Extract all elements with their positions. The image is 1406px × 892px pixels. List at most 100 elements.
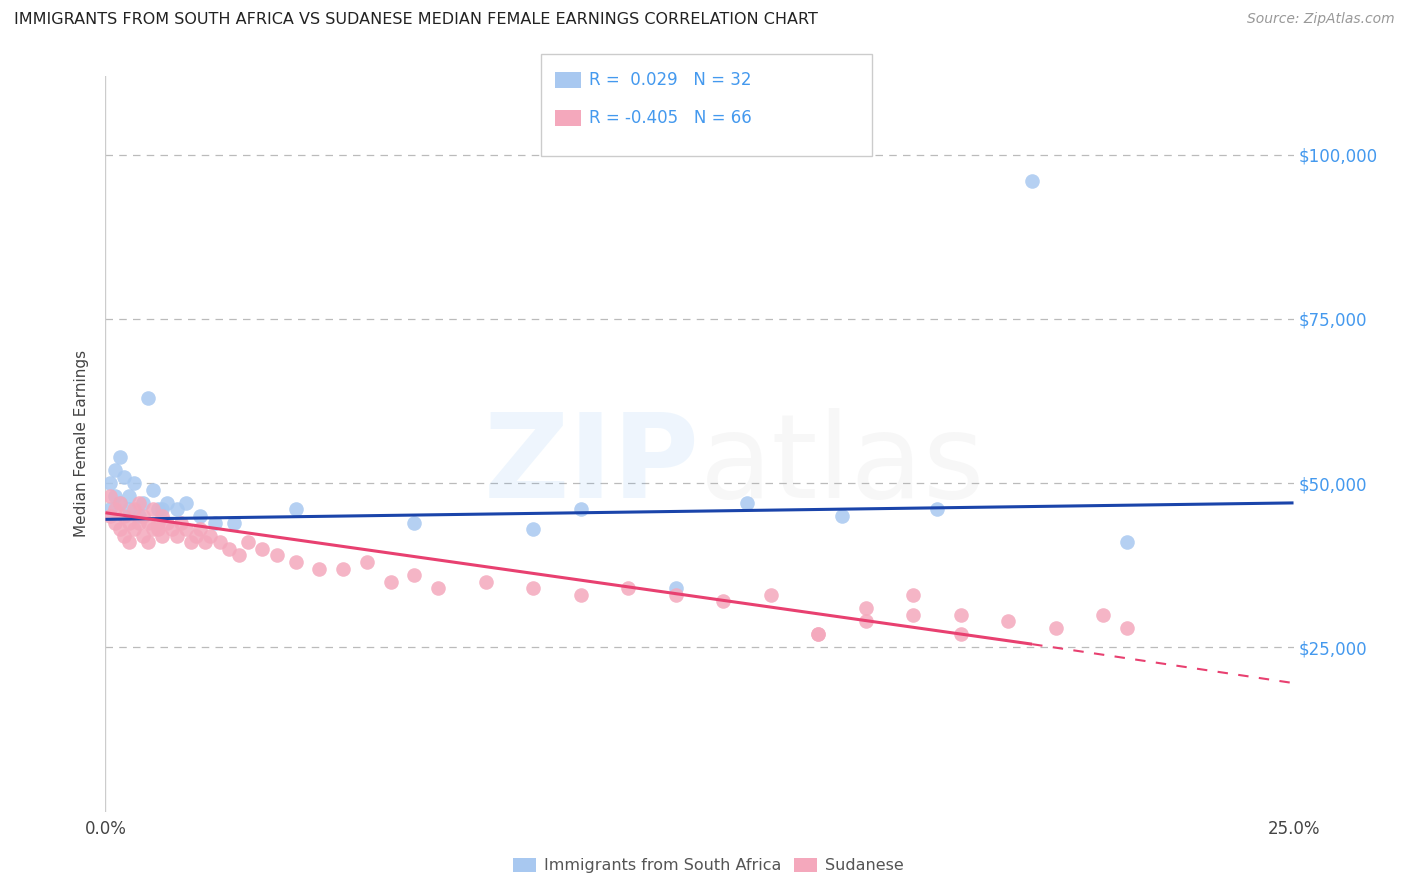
Point xyxy=(160,522,183,536)
Point xyxy=(166,529,188,543)
Point xyxy=(522,522,544,536)
Point xyxy=(118,516,141,530)
Point xyxy=(108,450,131,464)
Point xyxy=(204,516,226,530)
Point xyxy=(218,541,240,556)
Point xyxy=(949,607,972,622)
Point xyxy=(474,574,496,589)
Point xyxy=(146,516,169,530)
Point xyxy=(208,535,231,549)
Point xyxy=(146,502,169,516)
Point xyxy=(855,614,877,628)
Point xyxy=(152,509,174,524)
Text: Source: ZipAtlas.com: Source: ZipAtlas.com xyxy=(1247,12,1395,26)
Point xyxy=(146,522,169,536)
Point xyxy=(98,502,121,516)
Point xyxy=(118,489,141,503)
Point xyxy=(194,535,217,549)
Point xyxy=(356,555,378,569)
Point xyxy=(404,568,426,582)
Point xyxy=(617,582,640,596)
Point xyxy=(174,522,197,536)
Text: IMMIGRANTS FROM SOUTH AFRICA VS SUDANESE MEDIAN FEMALE EARNINGS CORRELATION CHAR: IMMIGRANTS FROM SOUTH AFRICA VS SUDANESE… xyxy=(14,12,818,27)
Text: Immigrants from South Africa: Immigrants from South Africa xyxy=(544,858,782,872)
Point xyxy=(114,529,136,543)
Point xyxy=(98,509,121,524)
Point xyxy=(284,502,307,516)
Point xyxy=(569,502,592,516)
Point xyxy=(118,535,141,549)
Point xyxy=(132,509,155,524)
Point xyxy=(98,476,121,491)
Point xyxy=(152,529,174,543)
Point xyxy=(807,627,830,641)
Point xyxy=(156,496,179,510)
Point xyxy=(142,502,165,516)
Point xyxy=(128,496,150,510)
Point xyxy=(198,529,221,543)
Point xyxy=(1021,174,1043,188)
Point xyxy=(136,516,159,530)
Y-axis label: Median Female Earnings: Median Female Earnings xyxy=(75,351,90,537)
Point xyxy=(122,476,145,491)
Point xyxy=(122,522,145,536)
Point xyxy=(711,594,734,608)
Point xyxy=(132,529,155,543)
Point xyxy=(170,516,193,530)
Point xyxy=(569,588,592,602)
Point xyxy=(180,535,202,549)
Point xyxy=(252,541,274,556)
Point xyxy=(735,496,758,510)
Point xyxy=(104,502,127,516)
Point xyxy=(404,516,426,530)
Text: R =  0.029   N = 32: R = 0.029 N = 32 xyxy=(589,71,752,89)
Point xyxy=(266,549,288,563)
Point xyxy=(128,509,150,524)
Point xyxy=(132,496,155,510)
Point xyxy=(190,522,212,536)
Point xyxy=(332,561,354,575)
Point xyxy=(136,391,159,405)
Point xyxy=(665,582,688,596)
Point xyxy=(1092,607,1115,622)
Point xyxy=(831,509,853,524)
Point xyxy=(855,601,877,615)
Point xyxy=(308,561,330,575)
Point xyxy=(174,496,197,510)
Point xyxy=(104,489,127,503)
Point xyxy=(1116,535,1139,549)
Point xyxy=(184,529,207,543)
Point xyxy=(136,535,159,549)
Point xyxy=(228,549,250,563)
Point xyxy=(807,627,830,641)
Point xyxy=(236,535,259,549)
Point xyxy=(1045,621,1067,635)
Point xyxy=(522,582,544,596)
Point xyxy=(142,522,165,536)
Point xyxy=(156,516,179,530)
Text: Sudanese: Sudanese xyxy=(825,858,904,872)
Point xyxy=(759,588,782,602)
Point xyxy=(997,614,1019,628)
Point xyxy=(108,522,131,536)
Text: R = -0.405   N = 66: R = -0.405 N = 66 xyxy=(589,109,752,127)
Point xyxy=(108,496,131,510)
Text: ZIP: ZIP xyxy=(484,409,700,524)
Point xyxy=(118,502,141,516)
Point xyxy=(128,516,150,530)
Point xyxy=(142,483,165,497)
Point xyxy=(427,582,450,596)
Point xyxy=(152,502,174,516)
Point xyxy=(665,588,688,602)
Point xyxy=(903,607,925,622)
Point xyxy=(284,555,307,569)
Point xyxy=(1116,621,1139,635)
Point xyxy=(108,496,131,510)
Point xyxy=(122,502,145,516)
Point xyxy=(949,627,972,641)
Point xyxy=(222,516,245,530)
Point xyxy=(114,469,136,483)
Text: atlas: atlas xyxy=(700,409,984,524)
Point xyxy=(380,574,402,589)
Point xyxy=(166,502,188,516)
